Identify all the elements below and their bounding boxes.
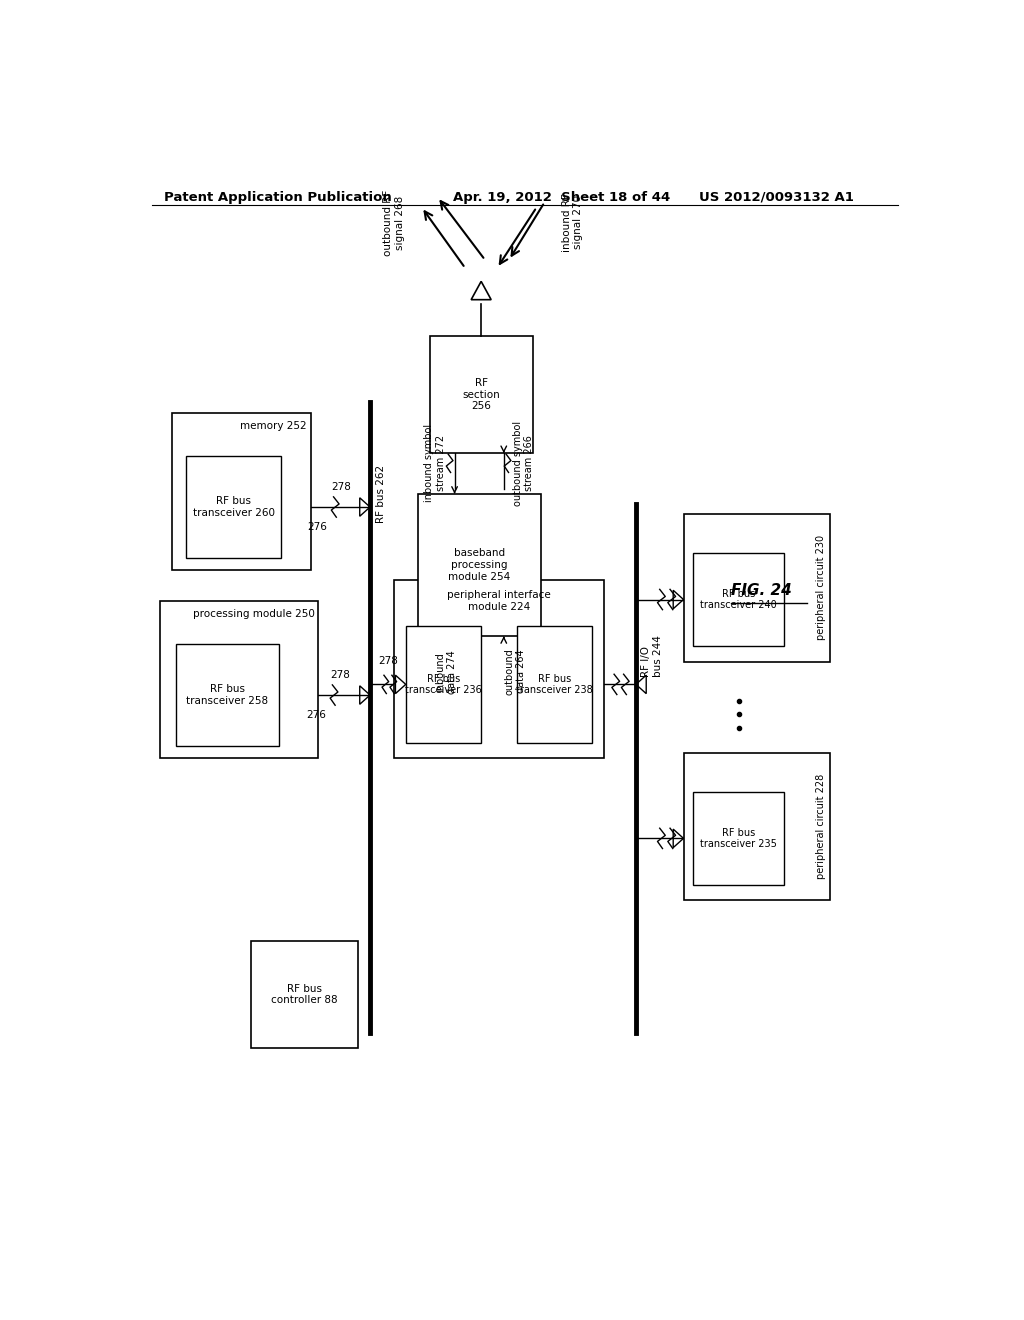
- Text: inbound
data 274: inbound data 274: [435, 649, 457, 693]
- Text: RF I/O
bus 244: RF I/O bus 244: [641, 635, 664, 677]
- Text: baseband
processing
module 254: baseband processing module 254: [449, 548, 510, 582]
- Bar: [176, 644, 279, 746]
- Bar: [418, 494, 541, 636]
- Bar: [394, 581, 604, 758]
- Text: inbound symbol
stream 272: inbound symbol stream 272: [424, 424, 445, 503]
- Text: 276: 276: [308, 523, 328, 532]
- Text: 278: 278: [331, 669, 350, 680]
- Text: RF bus
transceiver 258: RF bus transceiver 258: [186, 684, 268, 706]
- Text: Apr. 19, 2012  Sheet 18 of 44: Apr. 19, 2012 Sheet 18 of 44: [454, 190, 671, 203]
- Bar: [160, 601, 318, 758]
- Text: peripheral interface
module 224: peripheral interface module 224: [447, 590, 551, 612]
- Text: outbound
data 264: outbound data 264: [505, 648, 526, 696]
- Text: Patent Application Publication: Patent Application Publication: [164, 190, 391, 203]
- Text: inbound RF
signal 270: inbound RF signal 270: [561, 193, 584, 252]
- Text: RF bus
controller 88: RF bus controller 88: [271, 983, 338, 1006]
- Bar: [693, 792, 784, 886]
- Text: RF
section
256: RF section 256: [462, 378, 500, 412]
- Text: FIG. 24: FIG. 24: [731, 583, 792, 598]
- Bar: [172, 413, 310, 570]
- Bar: [684, 752, 830, 900]
- Text: 278: 278: [332, 482, 351, 492]
- Text: RF bus
transceiver 236: RF bus transceiver 236: [406, 673, 482, 696]
- Text: RF bus 262: RF bus 262: [376, 465, 386, 523]
- Text: RF bus
transceiver 240: RF bus transceiver 240: [700, 589, 777, 610]
- Bar: [251, 941, 358, 1048]
- Text: US 2012/0093132 A1: US 2012/0093132 A1: [699, 190, 854, 203]
- Text: outbound symbol
stream 266: outbound symbol stream 266: [513, 421, 535, 506]
- Text: memory 252: memory 252: [240, 421, 306, 430]
- Text: 276: 276: [306, 710, 327, 721]
- Bar: [517, 626, 592, 743]
- Bar: [684, 515, 830, 661]
- Text: 278: 278: [378, 656, 398, 667]
- Text: RF bus
transceiver 260: RF bus transceiver 260: [193, 496, 274, 517]
- Text: peripheral circuit 230: peripheral circuit 230: [816, 536, 826, 640]
- Text: peripheral circuit 228: peripheral circuit 228: [816, 774, 826, 879]
- Bar: [186, 457, 282, 558]
- Bar: [693, 553, 784, 647]
- Text: RF bus
transceiver 238: RF bus transceiver 238: [516, 673, 593, 696]
- Text: RF bus
transceiver 235: RF bus transceiver 235: [700, 828, 777, 849]
- Bar: [406, 626, 481, 743]
- Text: outbound RF
signal 268: outbound RF signal 268: [383, 189, 404, 256]
- Bar: [430, 337, 532, 453]
- Text: processing module 250: processing module 250: [193, 609, 314, 619]
